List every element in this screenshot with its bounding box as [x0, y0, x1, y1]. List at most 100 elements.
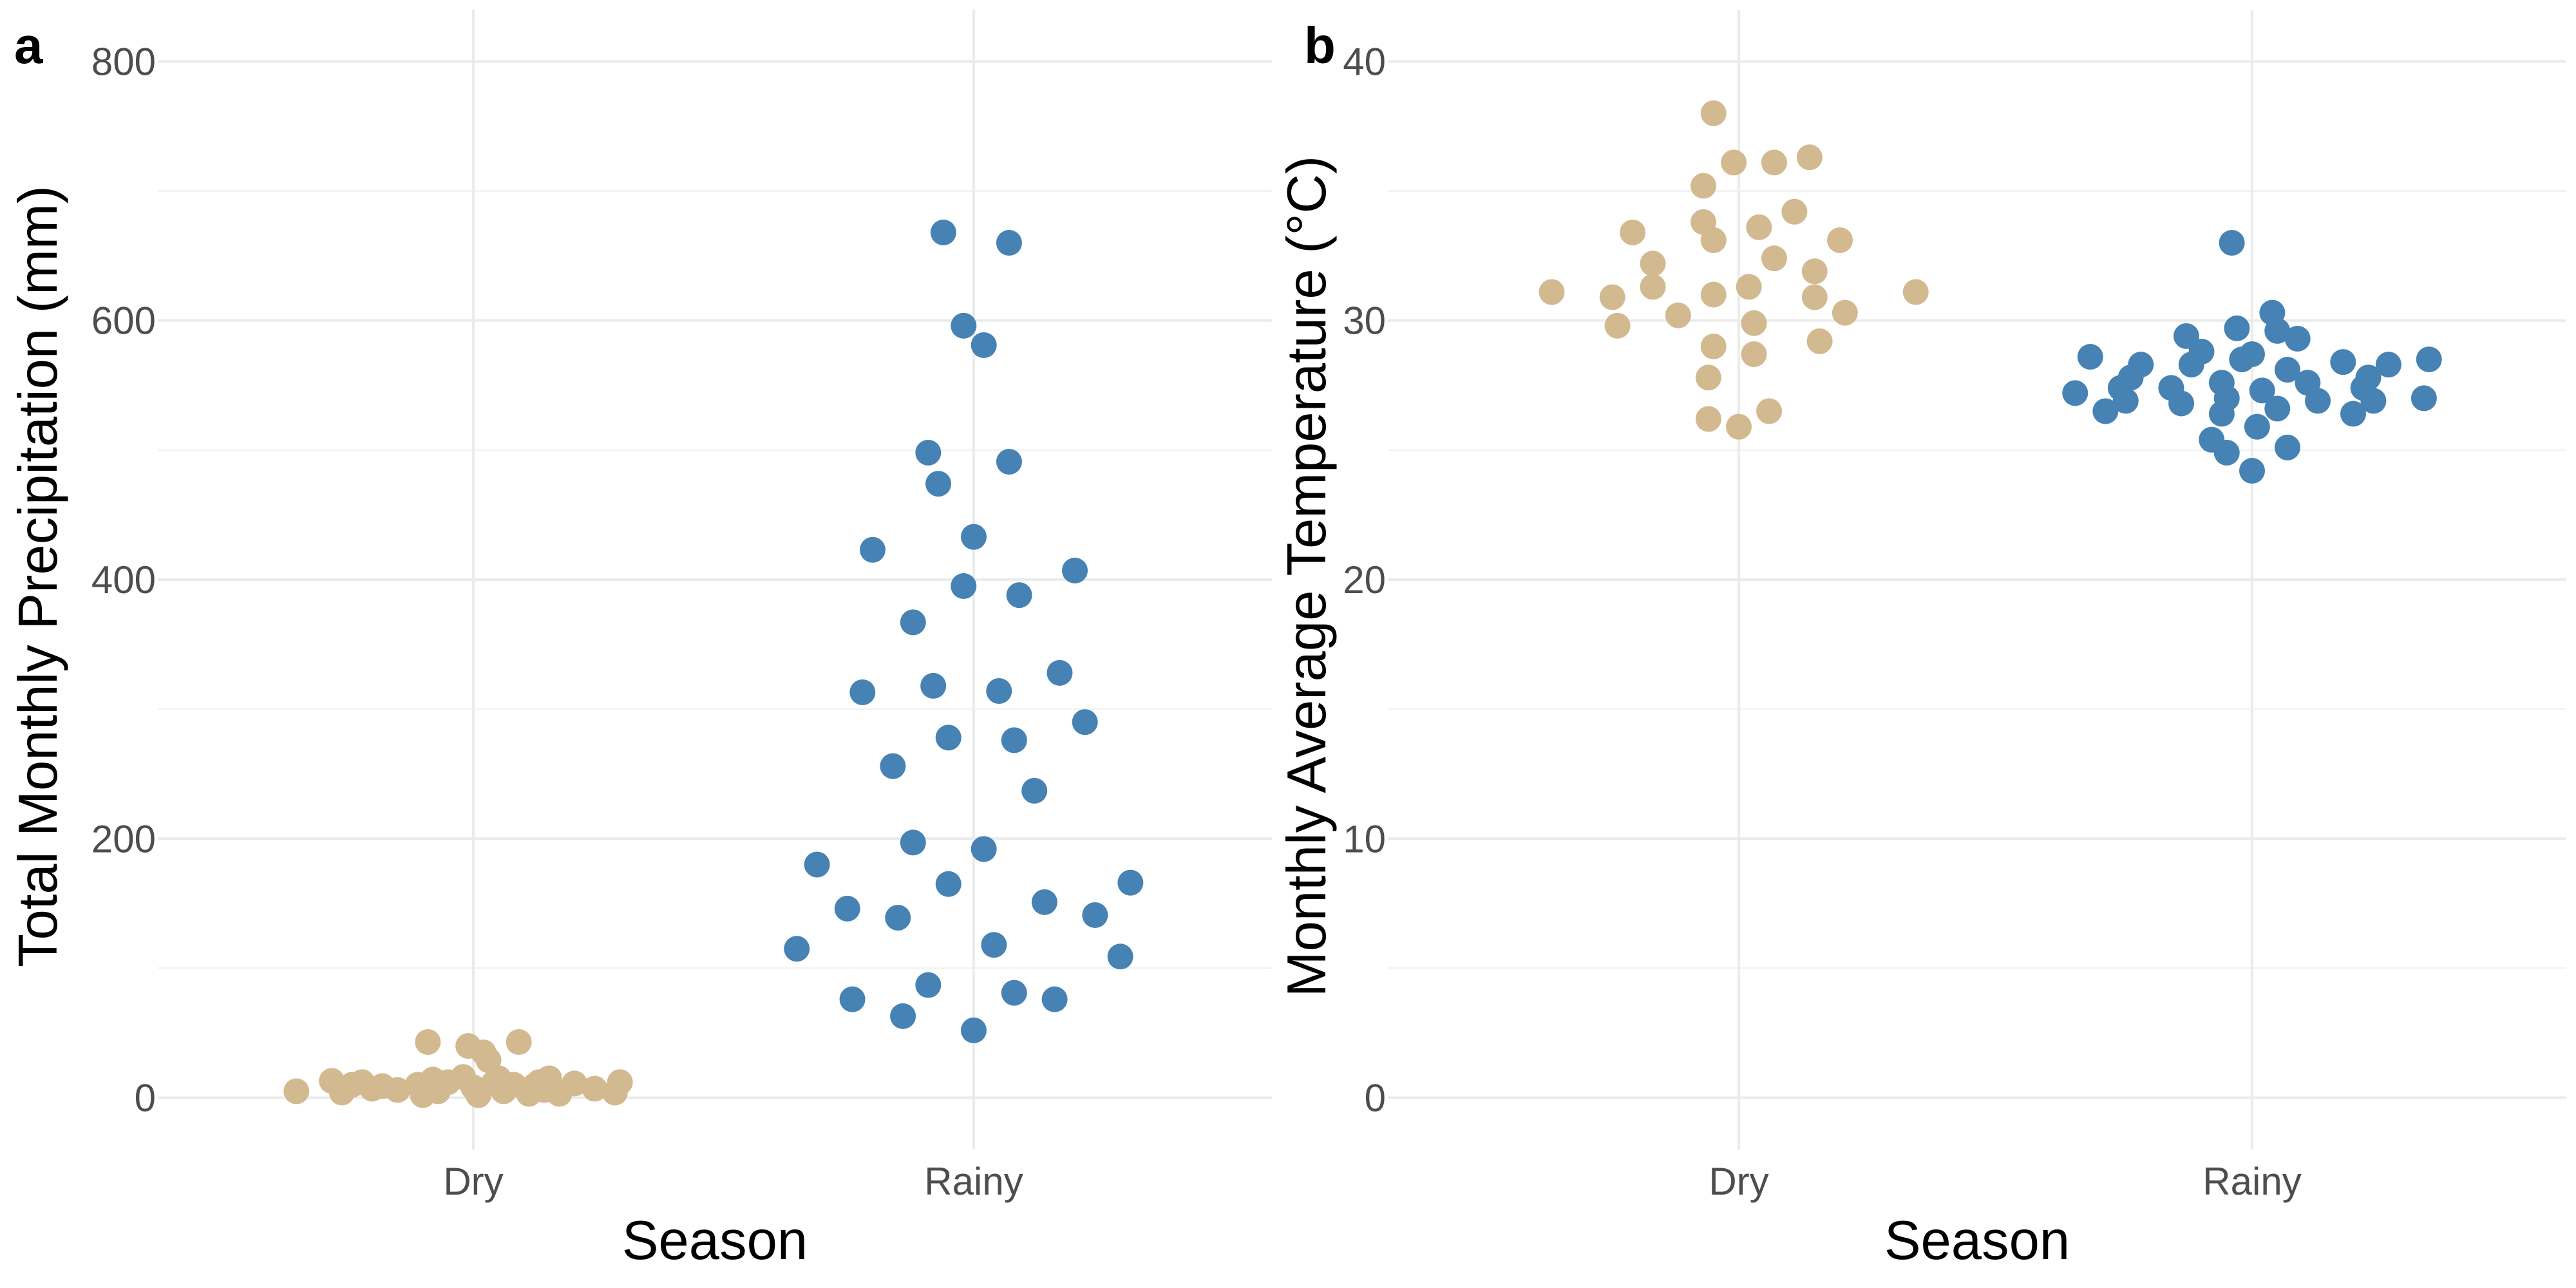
data-point-rainy	[2416, 346, 2442, 373]
data-point-dry	[1756, 398, 1783, 424]
data-point-rainy	[2244, 413, 2270, 440]
y-tick-label: 0	[135, 1077, 156, 1120]
data-point-rainy	[849, 679, 876, 705]
data-point-rainy	[1041, 986, 1068, 1012]
data-point-rainy	[2213, 385, 2240, 412]
data-point-dry	[1700, 333, 1727, 359]
data-point-rainy	[2213, 439, 2240, 466]
data-point-dry	[1726, 413, 1752, 440]
data-point-rainy	[2375, 352, 2401, 378]
y-axis-title: Monthly Average Temperature (°C)	[1276, 156, 1338, 997]
data-point-dry	[283, 1078, 310, 1104]
data-point-rainy	[2274, 434, 2300, 460]
data-point-dry	[1695, 365, 1721, 391]
data-point-dry	[1721, 149, 1747, 176]
data-point-rainy	[2274, 357, 2300, 383]
panel-label: b	[1304, 17, 1336, 74]
data-point-rainy	[1031, 889, 1057, 915]
data-point-rainy	[920, 672, 947, 699]
data-point-rainy	[935, 724, 961, 751]
data-point-dry	[1700, 100, 1727, 126]
data-point-rainy	[2112, 388, 2139, 414]
data-point-rainy	[2239, 458, 2265, 484]
y-tick-label: 20	[1343, 558, 1386, 601]
data-point-rainy	[2168, 390, 2195, 417]
y-tick-label: 10	[1343, 817, 1386, 860]
data-point-rainy	[1107, 943, 1133, 970]
data-point-rainy	[971, 836, 997, 862]
data-point-rainy	[986, 677, 1012, 704]
data-point-dry	[1806, 328, 1833, 354]
data-point-dry	[1746, 214, 1772, 240]
data-point-rainy	[804, 851, 830, 878]
panel-b: 0 10 20 30 40 Dry Rainy Season Monthly Average T…	[1276, 10, 2566, 1271]
data-point-dry	[415, 1029, 441, 1056]
data-point-rainy	[900, 829, 926, 856]
data-point-rainy	[890, 1003, 916, 1029]
data-point-dry	[1539, 279, 1565, 305]
data-point-rainy	[2264, 317, 2291, 344]
data-point-rainy	[925, 471, 952, 497]
panel-a: 0 200 400 600 800 Dry Rainy Season Total Monthly…	[8, 10, 1272, 1271]
y-axis-title: Total Monthly Precipitation (mm)	[8, 185, 69, 967]
data-point-rainy	[1117, 869, 1144, 896]
x-tick-label: Rainy	[2202, 1160, 2301, 1203]
data-point-dry	[1604, 312, 1631, 339]
data-point-rainy	[880, 753, 906, 779]
data-point-rainy	[1001, 727, 1027, 753]
y-tick-label: 40	[1343, 40, 1386, 83]
data-point-rainy	[2284, 325, 2311, 352]
data-point-dry	[506, 1029, 532, 1056]
x-axis-title: Season	[622, 1210, 808, 1271]
series-rainy	[784, 219, 1144, 1043]
y-tick-label: 0	[1365, 1077, 1386, 1120]
data-point-rainy	[2092, 398, 2119, 424]
data-point-rainy	[1046, 659, 1073, 686]
data-point-rainy	[996, 448, 1022, 475]
data-point-dry	[1620, 219, 1646, 245]
data-point-dry	[1801, 284, 1828, 310]
data-point-dry	[1690, 173, 1717, 199]
gridlines	[1388, 10, 2566, 1150]
data-point-rainy	[981, 932, 1007, 958]
data-point-dry	[582, 1075, 608, 1102]
data-point-rainy	[2249, 377, 2275, 404]
data-point-dry	[1665, 302, 1691, 328]
data-point-rainy	[951, 312, 977, 339]
data-point-dry	[1781, 198, 1808, 225]
data-point-rainy	[2239, 341, 2265, 368]
y-tick-label: 30	[1343, 299, 1386, 343]
data-point-dry	[1640, 251, 1666, 277]
data-point-rainy	[2360, 388, 2387, 414]
data-point-dry	[1902, 279, 1929, 305]
data-point-rainy	[839, 986, 866, 1012]
data-point-rainy	[915, 972, 942, 998]
data-point-dry	[1741, 341, 1767, 368]
data-point-rainy	[996, 230, 1022, 256]
data-point-rainy	[2128, 352, 2154, 378]
data-point-dry	[1796, 144, 1823, 171]
data-point-rainy	[834, 895, 860, 922]
x-tick-label: Dry	[443, 1160, 503, 1203]
series-dry	[283, 1029, 633, 1108]
data-point-dry	[1801, 258, 1828, 285]
data-point-rainy	[784, 936, 810, 962]
data-point-rainy	[2410, 385, 2437, 412]
data-point-rainy	[1072, 709, 1098, 735]
data-point-rainy	[860, 536, 886, 563]
series-rainy	[2062, 230, 2442, 484]
data-point-rainy	[2062, 380, 2088, 406]
data-point-rainy	[1062, 557, 1088, 583]
data-point-dry	[1695, 406, 1721, 432]
y-tick-label: 200	[91, 817, 156, 860]
data-point-rainy	[885, 904, 911, 931]
data-point-rainy	[2077, 344, 2103, 370]
data-point-dry	[1761, 149, 1787, 176]
data-point-rainy	[1001, 980, 1027, 1006]
x-tick-label: Dry	[1709, 1160, 1768, 1203]
data-point-dry	[1827, 227, 1853, 254]
data-point-dry	[1599, 284, 1625, 310]
x-tick-label: Rainy	[924, 1160, 1023, 1203]
data-point-rainy	[2305, 388, 2331, 414]
